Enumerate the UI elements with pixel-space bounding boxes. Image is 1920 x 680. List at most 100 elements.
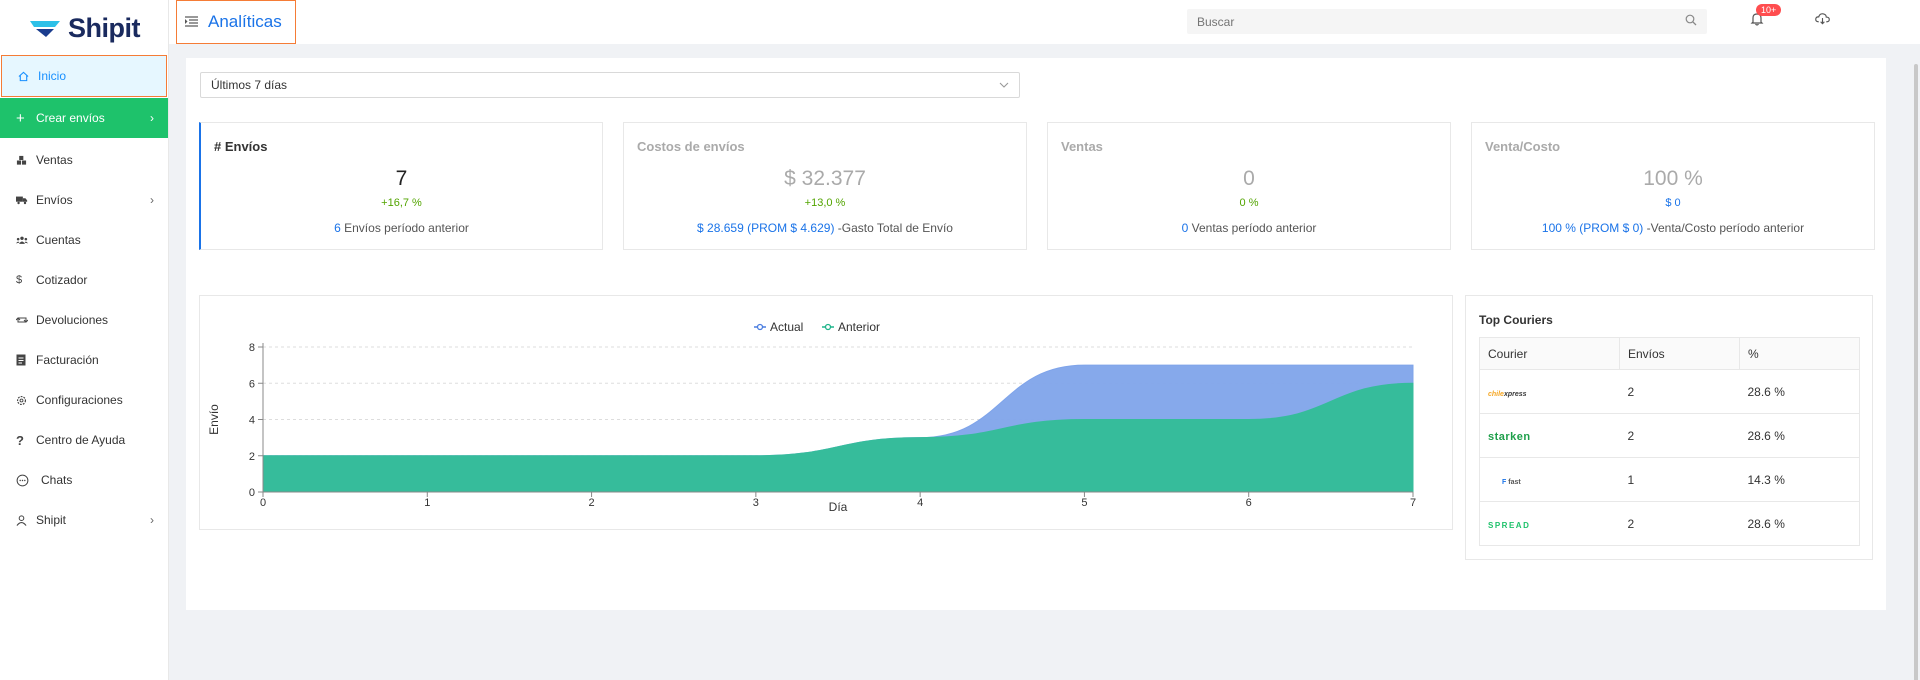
table-row[interactable]: F fast 1 14.3 % bbox=[1479, 457, 1860, 502]
envios-cell: 2 bbox=[1619, 369, 1740, 414]
shipments-chart-card: 0 2 4 6 8 0 1 2 3 4 5 6 7 Día Envío Actual Anterior bbox=[199, 295, 1453, 530]
menu-fold-icon[interactable] bbox=[185, 15, 198, 30]
chat-icon bbox=[16, 474, 41, 487]
sidebar-item-configuraciones[interactable]: Configuraciones bbox=[0, 380, 168, 420]
y-axis-label: Envío bbox=[207, 404, 221, 435]
stat-delta: 0 % bbox=[1239, 197, 1259, 209]
chevron-right-icon: › bbox=[150, 513, 154, 527]
stat-previous: 6 Envíos período anterior bbox=[201, 221, 602, 235]
notification-badge: 10+ bbox=[1756, 4, 1782, 16]
table-header-row: Courier Envíos % bbox=[1479, 337, 1860, 370]
date-range-select[interactable]: Últimos 7 días bbox=[200, 72, 1020, 98]
stat-value: 0 bbox=[1243, 167, 1255, 190]
search-input[interactable] bbox=[1197, 14, 1685, 29]
sidebar-item-crear-envios[interactable]: + Crear envíos › bbox=[0, 98, 168, 138]
top-couriers-title: Top Couriers bbox=[1479, 313, 1553, 327]
stat-previous: 100 % (PROM $ 0) -Venta/Costo período an… bbox=[1472, 221, 1874, 235]
stat-previous-label: -Venta/Costo período anterior bbox=[1643, 221, 1805, 235]
users-icon bbox=[16, 235, 36, 245]
sidebar-item-label: Ventas bbox=[36, 153, 73, 167]
percent-cell: 28.6 % bbox=[1739, 413, 1860, 458]
y-tick-label: 4 bbox=[249, 415, 255, 427]
fast-logo: F fast bbox=[1502, 478, 1521, 486]
sidebar-item-chats[interactable]: Chats bbox=[0, 460, 168, 500]
sidebar-item-shipit[interactable]: Shipit › bbox=[0, 500, 168, 540]
search-box[interactable] bbox=[1187, 9, 1707, 34]
y-tick-label: 2 bbox=[249, 451, 255, 463]
sidebar-item-label: Crear envíos bbox=[36, 111, 105, 125]
shipments-area-chart: 0 2 4 6 8 0 1 2 3 4 5 6 7 Día Envío Actual Anterior bbox=[207, 320, 1416, 514]
stat-title: # Envíos bbox=[214, 139, 268, 154]
stat-delta: +13,0 % bbox=[804, 197, 846, 209]
question-icon: ? bbox=[16, 432, 24, 448]
x-tick-label: 6 bbox=[1246, 497, 1252, 509]
chevron-right-icon: › bbox=[150, 111, 154, 125]
stat-previous-value: 100 % (PROM $ 0) bbox=[1541, 221, 1644, 235]
stat-previous-label: Envíos período anterior bbox=[340, 221, 469, 235]
stat-card-costos[interactable]: Costos de envíos $ 32.377 +13,0 % $ 28.6… bbox=[623, 122, 1027, 250]
sidebar-nav: Inicio + Crear envíos › Ventas Envíos › … bbox=[0, 55, 168, 540]
stat-delta: $ 0 bbox=[1665, 197, 1681, 209]
cloud-download-icon[interactable] bbox=[1815, 12, 1830, 28]
top-header: Analíticas 10+ bbox=[169, 0, 1920, 44]
sidebar-item-facturacion[interactable]: Facturación bbox=[0, 340, 168, 380]
sidebar-item-label: Devoluciones bbox=[36, 313, 109, 327]
invoice-icon bbox=[16, 354, 36, 366]
x-tick-label: 7 bbox=[1410, 497, 1416, 509]
page-scrollbar[interactable] bbox=[1912, 44, 1920, 680]
column-header[interactable]: % bbox=[1739, 337, 1860, 370]
x-tick-label: 0 bbox=[260, 497, 266, 509]
search-icon[interactable] bbox=[1685, 14, 1697, 29]
table-row[interactable]: chilexpress 2 28.6 % bbox=[1479, 369, 1860, 414]
plus-icon: + bbox=[16, 109, 25, 127]
page-title: Analíticas bbox=[208, 12, 282, 31]
stat-previous: $ 28.659 (PROM $ 4.629) -Gasto Total de … bbox=[624, 221, 1026, 235]
sidebar-item-label: Cuentas bbox=[36, 233, 81, 247]
stat-previous-label: Ventas período anterior bbox=[1188, 221, 1317, 235]
scrollbar-thumb[interactable] bbox=[1914, 64, 1918, 680]
x-tick-label: 3 bbox=[753, 497, 759, 509]
sidebar-item-label: Envíos bbox=[36, 193, 73, 207]
brand-name: Shipit bbox=[68, 12, 141, 43]
sidebar-item-devoluciones[interactable]: Devoluciones bbox=[0, 300, 168, 340]
chilexpress-logo: chilexpress bbox=[1488, 390, 1527, 398]
stat-value: $ 32.377 bbox=[784, 167, 866, 190]
table-row[interactable]: SPREAD 2 28.6 % bbox=[1479, 501, 1860, 546]
stat-card-venta-costo[interactable]: Venta/Costo 100 % $ 0 100 % (PROM $ 0) -… bbox=[1471, 122, 1875, 250]
sidebar-item-cotizador[interactable]: $ Cotizador bbox=[0, 260, 168, 300]
legend-marker-dot bbox=[756, 323, 764, 331]
sidebar-item-label: Facturación bbox=[36, 353, 99, 367]
stat-card-ventas[interactable]: Ventas 0 0 % 0 Ventas período anterior bbox=[1047, 122, 1451, 250]
percent-cell: 14.3 % bbox=[1739, 457, 1860, 502]
y-tick-label: 8 bbox=[249, 342, 255, 354]
home-icon bbox=[18, 71, 38, 82]
brand-logo[interactable]: Shipit bbox=[0, 0, 168, 56]
date-range-value: Últimos 7 días bbox=[211, 78, 288, 92]
stat-value: 7 bbox=[395, 167, 408, 190]
boxes-icon bbox=[16, 155, 36, 166]
sidebar-item-ventas[interactable]: Ventas bbox=[0, 140, 168, 180]
stat-title: Venta/Costo bbox=[1485, 139, 1561, 154]
stat-previous-label: -Gasto Total de Envío bbox=[834, 221, 953, 235]
truck-icon bbox=[16, 195, 36, 205]
sidebar-item-label: Inicio bbox=[38, 69, 67, 83]
top-couriers-card: Top Couriers Courier Envíos % chilexpres… bbox=[1465, 295, 1873, 560]
stat-delta: +16,7 % bbox=[381, 197, 422, 209]
stat-card-envios[interactable]: # Envíos 7 +16,7 % 6 Envíos período ante… bbox=[199, 122, 603, 250]
user-icon bbox=[16, 514, 36, 526]
sidebar-item-cuentas[interactable]: Cuentas bbox=[0, 220, 168, 260]
column-header[interactable]: Envíos bbox=[1619, 337, 1740, 370]
sidebar-item-envios[interactable]: Envíos › bbox=[0, 180, 168, 220]
x-tick-label: 1 bbox=[424, 497, 430, 509]
shipit-logo-icon bbox=[30, 21, 60, 37]
sidebar-item-label: Chats bbox=[41, 473, 73, 487]
table-row[interactable]: starken 2 28.6 % bbox=[1479, 413, 1860, 458]
return-icon bbox=[16, 315, 36, 325]
page-title-area: Analíticas bbox=[176, 0, 296, 44]
column-header[interactable]: Courier bbox=[1479, 337, 1620, 370]
sidebar-item-centro-de-ayuda[interactable]: ? Centro de Ayuda bbox=[0, 420, 168, 460]
percent-cell: 28.6 % bbox=[1739, 369, 1860, 414]
stat-previous-value: 0 bbox=[1181, 221, 1189, 235]
sidebar: Shipit Inicio + Crear envíos › Ventas En… bbox=[0, 0, 169, 680]
sidebar-item-inicio[interactable]: Inicio bbox=[1, 55, 167, 97]
